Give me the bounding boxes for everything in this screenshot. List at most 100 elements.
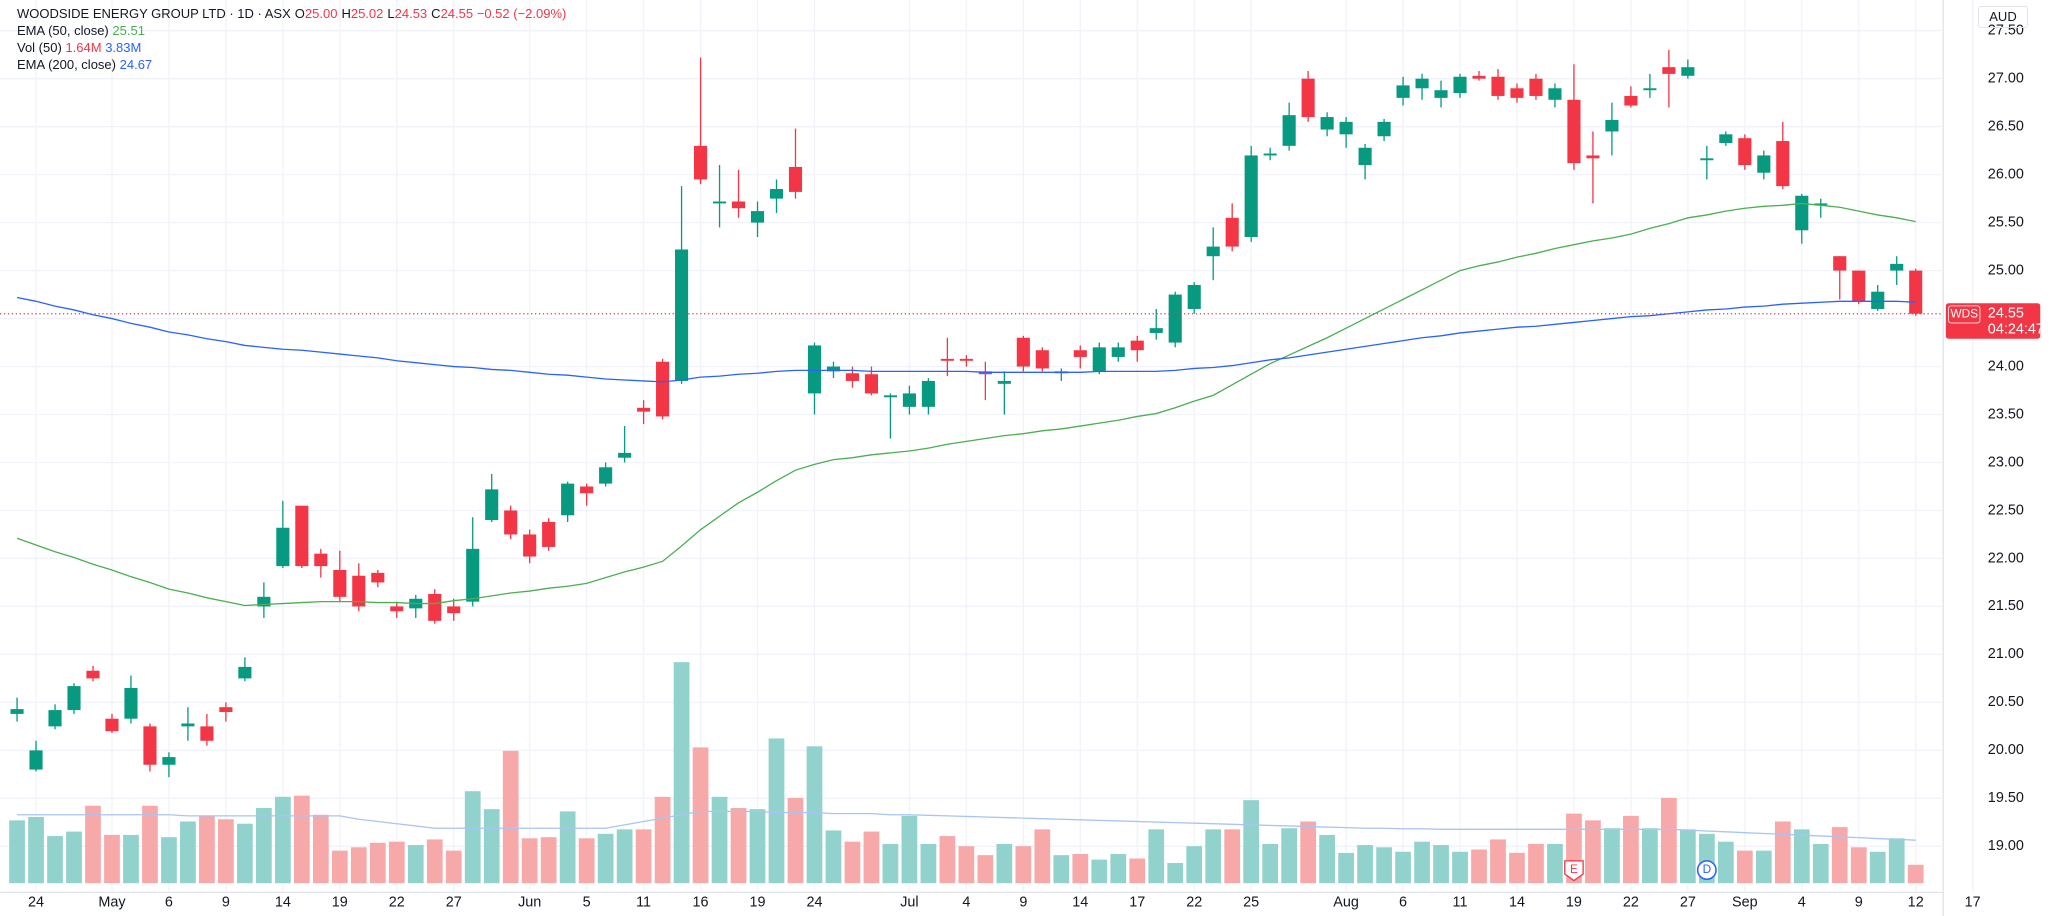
volume-bar bbox=[1243, 800, 1260, 884]
symbol-row: WOODSIDE ENERGY GROUP LTD · 1D · ASX O25.… bbox=[17, 5, 566, 22]
symbol: WOODSIDE ENERGY GROUP LTD · 1D · ASX bbox=[17, 6, 291, 21]
candle-body bbox=[921, 380, 935, 407]
x-tick-label: 22 bbox=[1186, 895, 1202, 911]
volume-bar bbox=[597, 833, 614, 884]
x-tick-label: May bbox=[98, 895, 126, 911]
volume-bar bbox=[142, 805, 158, 884]
y-tick-label: 19.50 bbox=[1988, 790, 2024, 806]
volume-bar bbox=[1604, 828, 1620, 884]
candle-body bbox=[1605, 119, 1619, 132]
quote-key: O bbox=[294, 6, 305, 21]
candle-body bbox=[1567, 99, 1581, 164]
currency-button[interactable]: AUD bbox=[1978, 6, 2028, 28]
x-tick-label: 14 bbox=[1072, 895, 1088, 911]
candle-body bbox=[1491, 76, 1505, 96]
candle-body bbox=[504, 510, 518, 535]
x-tick-label: 5 bbox=[583, 895, 591, 911]
y-tick-label: 21.00 bbox=[1988, 646, 2024, 662]
candle-body bbox=[750, 211, 765, 223]
y-tick-label: 20.00 bbox=[1988, 742, 2024, 758]
candle-body bbox=[200, 726, 214, 741]
volume-bar bbox=[1186, 846, 1203, 884]
x-tick-label: 14 bbox=[275, 895, 291, 911]
event-badge bbox=[1564, 860, 1584, 882]
volume-bar bbox=[1736, 850, 1753, 884]
volume-bar bbox=[1509, 852, 1525, 884]
grid bbox=[0, 0, 1974, 893]
ema50-row: EMA (50, close) 25.51 bbox=[17, 22, 566, 39]
volume-bar bbox=[958, 846, 975, 884]
x-tick-label: 27 bbox=[1680, 895, 1696, 911]
candle-body bbox=[1738, 138, 1752, 166]
candle-body bbox=[618, 452, 632, 458]
volume-bar bbox=[1433, 845, 1449, 884]
candle-body bbox=[428, 593, 442, 621]
volume-bar bbox=[749, 809, 766, 884]
candle-body bbox=[466, 548, 480, 602]
volume-bar bbox=[464, 791, 481, 884]
ema-line bbox=[16, 296, 1916, 383]
candle-body bbox=[162, 757, 176, 765]
volume-bar bbox=[673, 662, 690, 884]
candle-body bbox=[883, 395, 897, 398]
volume-bar bbox=[1679, 829, 1696, 884]
countdown: 04:24:47 bbox=[1988, 321, 2044, 337]
quote-value: 24.55 bbox=[440, 6, 474, 21]
volume-ma-line bbox=[17, 810, 1916, 841]
candle-body bbox=[1719, 134, 1733, 143]
candle-body bbox=[1035, 350, 1049, 369]
volume-bar bbox=[1205, 829, 1222, 884]
volume-bar bbox=[559, 811, 576, 884]
y-tick-label: 26.50 bbox=[1988, 118, 2024, 134]
candle-body bbox=[1871, 291, 1885, 309]
x-tick-label: 14 bbox=[1509, 895, 1525, 911]
candle-body bbox=[1073, 350, 1087, 357]
x-tick-label: Sep bbox=[1732, 895, 1758, 911]
x-tick-label: 9 bbox=[1019, 895, 1027, 911]
ticker: WDS bbox=[1950, 307, 1978, 321]
candle-body bbox=[1263, 153, 1277, 156]
candle-body bbox=[523, 534, 537, 557]
candle-body bbox=[10, 709, 24, 714]
volume-bar bbox=[1053, 855, 1070, 884]
candle-body bbox=[1852, 270, 1866, 302]
candle-body bbox=[1149, 328, 1163, 333]
candle-body bbox=[902, 393, 916, 407]
candle-body bbox=[1016, 337, 1030, 367]
x-tick-label: 4 bbox=[1798, 895, 1806, 911]
volume-bar bbox=[806, 746, 823, 884]
volume-bar bbox=[1034, 829, 1051, 884]
y-tick-label: 21.50 bbox=[1988, 598, 2024, 614]
candle-body bbox=[1225, 217, 1239, 247]
volume-bar bbox=[768, 738, 785, 884]
event-badge bbox=[1696, 860, 1717, 881]
candle-body bbox=[67, 686, 81, 711]
quotes: O25.00 H25.02 L24.53 C24.55 bbox=[291, 6, 473, 21]
volume-bar bbox=[1907, 864, 1924, 884]
volume-bar bbox=[939, 836, 956, 884]
candle-body bbox=[1890, 263, 1904, 271]
y-tick-label: 23.00 bbox=[1988, 454, 2024, 470]
volume-bar bbox=[66, 831, 82, 884]
volume-bar bbox=[445, 850, 462, 884]
candle-body bbox=[1624, 95, 1638, 106]
volume-bar bbox=[540, 837, 557, 884]
x-tick-label: 6 bbox=[165, 895, 173, 911]
volume-bar bbox=[274, 796, 291, 884]
volume-bar bbox=[1414, 841, 1430, 884]
volume-bar bbox=[1262, 843, 1279, 884]
ema-line bbox=[16, 202, 1916, 607]
volume-bar bbox=[844, 841, 861, 884]
candle-body bbox=[997, 380, 1011, 384]
volume-bar bbox=[331, 850, 348, 884]
x-tick-label: 9 bbox=[222, 895, 230, 911]
y-tick-label: 19.00 bbox=[1988, 838, 2024, 854]
candle-body bbox=[1548, 88, 1562, 100]
candle-body bbox=[959, 358, 973, 361]
candle-body bbox=[1339, 121, 1353, 135]
candle-body bbox=[599, 467, 613, 484]
volume-bar bbox=[521, 838, 538, 884]
y-tick-label: 25.00 bbox=[1988, 262, 2024, 278]
candle-body bbox=[219, 707, 233, 712]
candle-body bbox=[238, 666, 252, 679]
